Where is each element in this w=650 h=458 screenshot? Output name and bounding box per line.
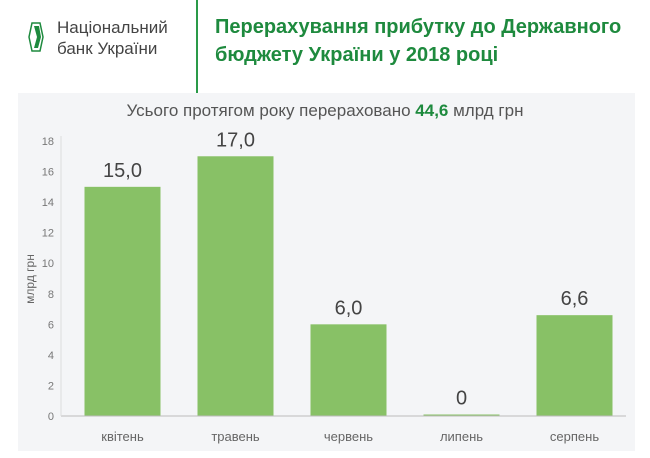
- y-tick-label: 12: [42, 228, 54, 240]
- y-tick-label: 6: [48, 319, 54, 331]
- nbu-logo-icon: [28, 22, 44, 52]
- y-tick-label: 14: [42, 197, 54, 209]
- data-label: 6,0: [335, 297, 363, 319]
- data-label: 15,0: [103, 160, 142, 182]
- divider: [196, 0, 198, 100]
- chart-subtitle: Усього протягом року перераховано 44,6 м…: [0, 101, 650, 121]
- subtitle-unit: млрд грн: [448, 101, 524, 120]
- subtitle-text: Усього протягом року перераховано: [126, 101, 416, 120]
- data-label: 17,0: [216, 129, 255, 151]
- x-tick-label: липень: [440, 429, 483, 444]
- y-axis-label: млрд грн: [23, 254, 37, 304]
- bar-серпень: [536, 315, 613, 416]
- bar-червень: [310, 324, 387, 416]
- bar-квітень: [84, 186, 161, 416]
- data-label: 0: [456, 388, 467, 410]
- y-tick-label: 4: [48, 350, 54, 362]
- bank-name-line2: банк України: [57, 39, 158, 58]
- y-tick-label: 0: [48, 411, 54, 423]
- x-tick-label: квітень: [101, 429, 144, 444]
- data-label: 6,6: [561, 288, 589, 310]
- y-tick-label: 16: [42, 167, 54, 179]
- y-tick-label: 8: [48, 289, 54, 301]
- page-title-line1: Перерахування прибутку до Державного: [215, 16, 622, 38]
- bar-травень: [197, 156, 274, 416]
- x-tick-label: червень: [324, 429, 373, 444]
- y-tick-label: 18: [42, 136, 54, 148]
- bar-липень: [423, 414, 500, 416]
- bank-name-line1: Національний: [57, 18, 168, 37]
- y-tick-label: 2: [48, 380, 54, 392]
- page-title-line2: бюджету України у 2018 році: [215, 44, 499, 66]
- y-tick-label: 10: [42, 258, 54, 270]
- x-tick-label: серпень: [550, 429, 599, 444]
- x-tick-label: травень: [211, 429, 260, 444]
- subtitle-total: 44,6: [415, 101, 449, 120]
